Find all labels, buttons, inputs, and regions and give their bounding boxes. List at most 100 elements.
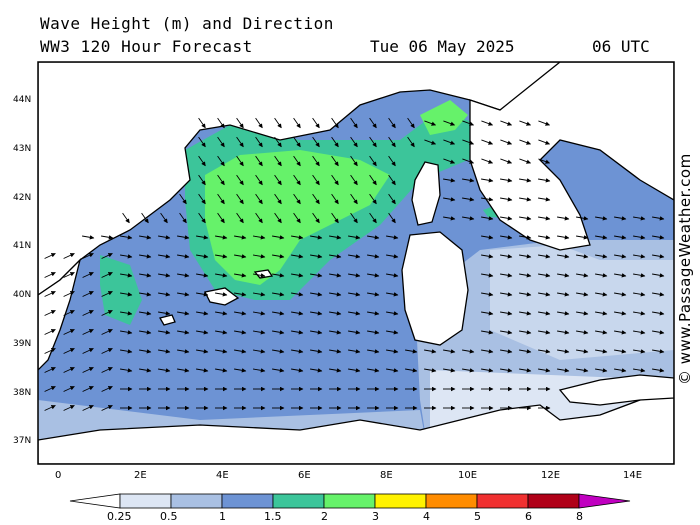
wave-arrow <box>500 216 513 221</box>
wave-arrow <box>101 253 113 259</box>
wave-arrow <box>538 216 551 221</box>
legend-swatch <box>170 493 223 509</box>
wave-arrow <box>139 311 152 316</box>
lat-label: 38N <box>13 388 31 398</box>
wave-arrow <box>481 235 494 240</box>
wave-arrow <box>234 349 247 354</box>
legend-swatch <box>425 493 478 509</box>
wave-arrow <box>234 254 247 259</box>
wave-arrow <box>253 368 266 373</box>
lon-label: 12E <box>541 470 560 481</box>
wave-arrow <box>500 197 513 202</box>
wave-arrow <box>369 174 377 186</box>
wave-arrow <box>557 273 570 278</box>
wave-arrow <box>310 349 323 354</box>
wave-arrow <box>293 136 301 148</box>
wave-arrow <box>481 158 494 164</box>
wave-arrow <box>293 117 301 129</box>
wave-arrow <box>557 292 570 297</box>
wave-arrow <box>367 330 380 335</box>
sea-state-layer <box>38 62 674 464</box>
wave-arrow <box>217 174 225 186</box>
wave-height-legend: 0.25 0.5 1 1.5 2 3 4 5 6 8 <box>69 493 631 523</box>
wave-arrow <box>538 235 551 240</box>
wave-arrow <box>500 349 513 354</box>
lon-label: 6E <box>298 470 311 481</box>
wave-arrow <box>196 349 209 354</box>
wave-arrow <box>44 367 56 373</box>
wave-arrow <box>443 349 456 354</box>
wave-arrow <box>388 193 396 205</box>
wave-arrow <box>255 136 263 148</box>
wave-arrow <box>196 235 209 240</box>
wave-arrow <box>272 368 285 373</box>
wave-arrow <box>652 349 665 354</box>
wave-arrow <box>348 292 361 297</box>
wave-arrow <box>614 311 627 316</box>
wave-arrow <box>312 136 320 148</box>
wave-arrow <box>236 117 244 129</box>
wave-arrow <box>158 292 171 297</box>
wave-arrow <box>82 348 94 354</box>
wave-arrow <box>367 273 380 278</box>
wave-arrow <box>44 405 56 411</box>
wave-arrow <box>348 254 361 259</box>
wave-arrow <box>215 349 228 354</box>
wave-arrow <box>177 349 190 354</box>
wave-arrow <box>122 212 130 224</box>
wave-arrow <box>329 349 342 354</box>
wave-arrow <box>101 329 113 335</box>
wave-arrow <box>158 368 171 373</box>
wave-arrow <box>405 368 418 373</box>
wave-arrow <box>101 348 113 354</box>
wave-arrow <box>179 212 187 224</box>
wave-arrow <box>312 117 320 129</box>
wave-arrow <box>633 292 646 297</box>
wave-arrow <box>633 330 646 335</box>
wave-arrow <box>519 216 532 221</box>
wave-arrow <box>557 254 570 259</box>
wave-arrow <box>481 197 494 202</box>
wave-arrow <box>386 292 399 297</box>
wave-arrow <box>331 174 339 186</box>
wave-arrow <box>158 273 171 278</box>
wave-arrow <box>253 254 266 259</box>
wave-arrow <box>274 155 282 167</box>
wave-arrow <box>198 212 206 224</box>
wave-arrow <box>386 235 399 240</box>
wave-arrow <box>312 193 320 205</box>
wave-arrow <box>538 311 551 316</box>
wave-arrow <box>291 368 304 373</box>
legend-tick: 8 <box>576 510 583 523</box>
wave-arrow <box>348 311 361 316</box>
model-forecast-label: WW3 120 Hour Forecast <box>40 37 253 56</box>
wave-arrow <box>652 311 665 316</box>
wave-arrow <box>291 349 304 354</box>
wave-arrow <box>63 329 75 335</box>
wave-arrow <box>369 117 377 129</box>
wave-arrow <box>215 273 228 278</box>
wave-arrow <box>120 273 133 278</box>
wave-arrow <box>369 193 377 205</box>
wave-arrow <box>293 212 301 224</box>
legend-swatch <box>374 493 427 509</box>
wave-arrow <box>519 330 532 335</box>
wave-arrow <box>329 273 342 278</box>
wave-arrow <box>217 136 225 148</box>
wave-arrow <box>331 117 339 129</box>
wave-arrow <box>500 139 513 145</box>
wave-arrow <box>633 216 646 221</box>
wave-arrow <box>139 254 152 259</box>
wave-arrow <box>293 155 301 167</box>
wave-arrow <box>255 117 263 129</box>
wave-arrow <box>236 174 244 186</box>
forecast-date: Tue 06 May 2025 <box>370 37 515 56</box>
lat-label: 39N <box>13 339 31 349</box>
wave-arrow <box>538 139 551 145</box>
lon-label: 4E <box>216 470 229 481</box>
wave-direction-arrows <box>44 117 665 411</box>
wave-arrow <box>120 349 133 354</box>
wave-arrow <box>215 311 228 316</box>
legend-swatch <box>476 493 529 509</box>
longitude-axis: 0 2E 4E 6E 8E 10E 12E 14E <box>55 470 642 481</box>
